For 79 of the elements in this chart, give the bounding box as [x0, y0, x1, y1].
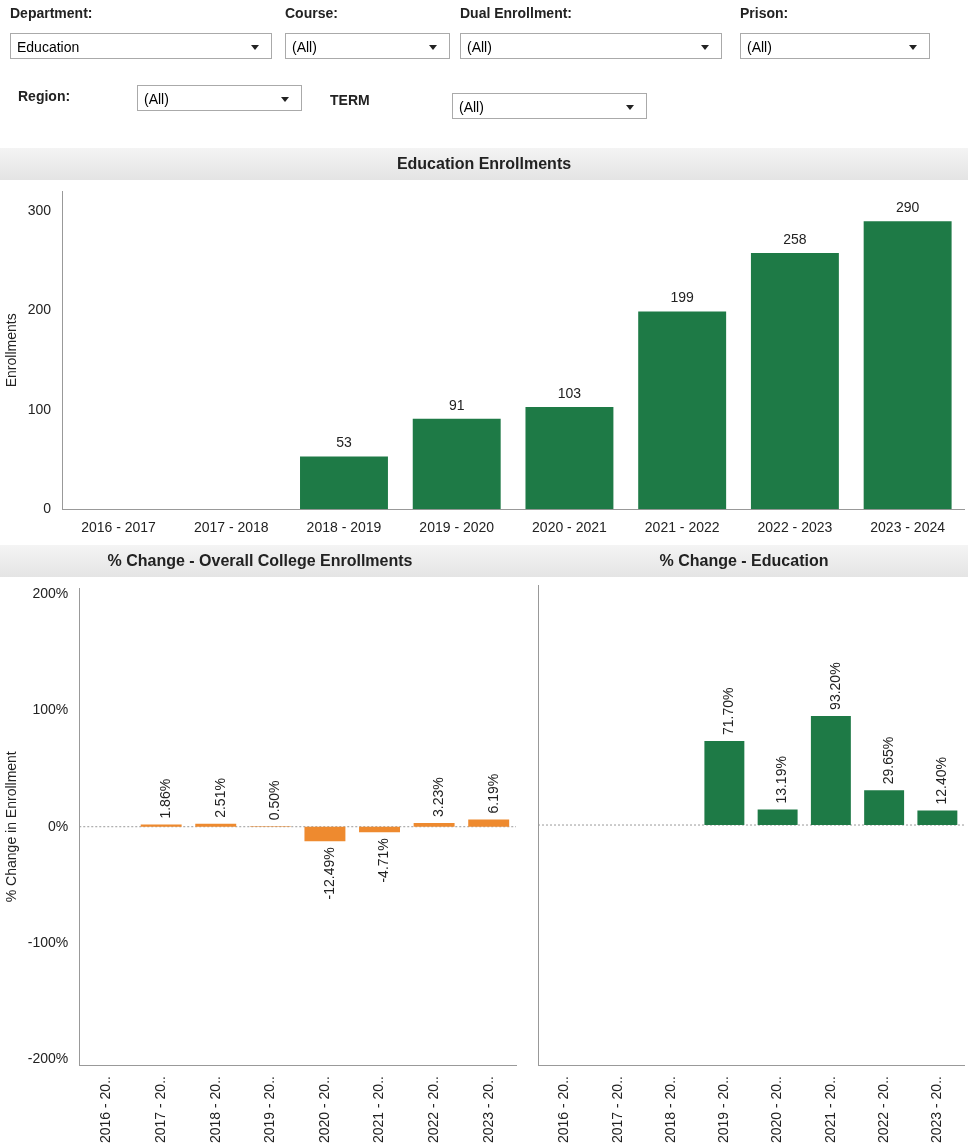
- y-axis-title: Enrollments: [3, 313, 20, 388]
- bar: [863, 221, 952, 510]
- bar: [300, 456, 388, 510]
- x-tick-label: 2017 - 20..: [152, 1076, 169, 1143]
- y-tick-label: 200: [27, 301, 52, 318]
- bar: [757, 809, 798, 826]
- text: Region:: [18, 88, 71, 104]
- x-tick-label: 2021 - 2022: [644, 519, 720, 536]
- x-tick-label: 2019 - 20..: [715, 1076, 732, 1143]
- x-tick-label: 2017 - 20..: [608, 1076, 625, 1143]
- data-label: 6.19%: [484, 773, 501, 814]
- text: Course:: [285, 5, 338, 21]
- data-label: 103: [557, 384, 582, 401]
- bar: [525, 406, 614, 510]
- x-tick-label: 2020 - 20..: [768, 1076, 785, 1143]
- data-label: 13.19%: [773, 756, 790, 804]
- text: Dual Enrollment:: [460, 5, 573, 21]
- y-axis-title: % Change in Enrollment: [3, 751, 20, 903]
- x-tick-label: 2020 - 2021: [532, 519, 608, 536]
- data-label: 71.70%: [720, 687, 737, 736]
- bar: [412, 418, 501, 510]
- x-tick-label: 2016 - 2017: [81, 519, 157, 536]
- dropdown-field: (All): [285, 33, 450, 59]
- x-tick-label: 2022 - 20..: [424, 1076, 441, 1143]
- y-tick-label: 0: [43, 500, 52, 517]
- x-tick-label: 2023 - 20..: [479, 1076, 496, 1143]
- dropdown-field: (All): [460, 33, 722, 59]
- data-label: 199: [670, 289, 695, 306]
- data-label: 3.23%: [429, 777, 446, 817]
- x-tick-label: 2018 - 2019: [306, 519, 382, 536]
- x-tick-label: 2018 - 20..: [206, 1076, 223, 1143]
- x-tick-label: 2016 - 20..: [97, 1076, 114, 1143]
- x-tick-label: 2023 - 2024: [870, 519, 946, 536]
- chart-title: Education Enrollments: [0, 148, 968, 180]
- bar: [810, 715, 851, 826]
- text: Prison:: [740, 5, 789, 21]
- data-label: 290: [895, 199, 920, 216]
- data-label: 2.51%: [211, 778, 228, 818]
- x-tick-label: 2018 - 20..: [661, 1076, 678, 1143]
- x-tick-label: 2016 - 20..: [555, 1076, 572, 1143]
- y-tick-label: 0%: [48, 817, 69, 834]
- bar: [750, 252, 839, 510]
- dropdown-field: Education: [10, 33, 272, 59]
- chart-title: % Change - Education: [520, 545, 968, 577]
- dropdown-field: (All): [740, 33, 930, 59]
- x-tick-label: 2021 - 20..: [370, 1076, 387, 1143]
- chart-title: % Change - Overall College Enrollments: [0, 545, 520, 577]
- data-label: 0.50%: [266, 780, 283, 821]
- y-tick-label: 200%: [32, 585, 69, 602]
- data-label: 93.20%: [826, 662, 843, 710]
- data-label: 29.65%: [879, 736, 896, 785]
- y-tick-label: -200%: [27, 1050, 69, 1067]
- dropdown-field: (All): [452, 93, 647, 119]
- data-label: 53: [336, 434, 352, 451]
- bar: [864, 790, 905, 826]
- x-tick-label: 2017 - 2018: [193, 519, 269, 536]
- x-tick-label: 2019 - 2020: [419, 519, 495, 536]
- text: Department:: [10, 5, 93, 21]
- data-label: 12.40%: [933, 757, 950, 805]
- data-label: -4.71%: [375, 838, 392, 883]
- y-tick-label: 100%: [32, 701, 69, 718]
- data-label: 1.86%: [157, 778, 174, 819]
- x-tick-label: 2022 - 20..: [874, 1076, 891, 1143]
- y-tick-label: 300: [27, 202, 52, 219]
- text: TERM: [330, 92, 370, 108]
- x-tick-label: 2019 - 20..: [261, 1076, 278, 1143]
- dropdown-field: (All): [137, 85, 302, 111]
- data-label: 91: [448, 396, 465, 413]
- bar: [917, 810, 958, 826]
- x-tick-label: 2022 - 2023: [757, 519, 833, 536]
- bar: [704, 741, 745, 826]
- data-label: -12.49%: [320, 847, 337, 900]
- x-tick-label: 2023 - 20..: [928, 1076, 945, 1143]
- x-tick-label: 2021 - 20..: [821, 1076, 838, 1143]
- data-label: 258: [783, 230, 807, 247]
- x-tick-label: 2020 - 20..: [315, 1076, 332, 1143]
- y-tick-label: -100%: [27, 933, 69, 950]
- y-tick-label: 100: [27, 400, 52, 417]
- bar: [638, 311, 727, 510]
